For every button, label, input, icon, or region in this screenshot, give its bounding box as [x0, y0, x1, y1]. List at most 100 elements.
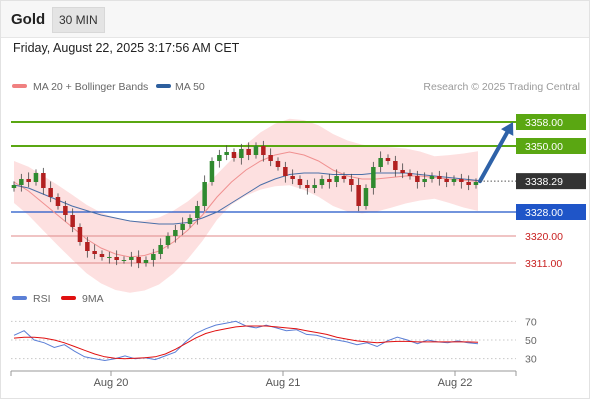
level-label-3358.00: 3358.00 [525, 117, 563, 129]
price-level-labels: 3358.00 3350.00 3328.00 3320.00 3311.00 3338.… [480, 114, 586, 270]
time-axis-label: Aug 22 [438, 377, 473, 389]
time-axis: Aug 20 Aug 21 Aug 22 [10, 370, 517, 389]
ma50-legend-label: MA 50 [175, 81, 205, 93]
chart-datetime: Friday, August 22, 2025 3:17:56 AM CET [13, 41, 240, 55]
candle-body [246, 149, 251, 155]
candle-body [114, 257, 119, 260]
candle-body [400, 170, 405, 173]
candle-body [393, 161, 398, 170]
candle-body [99, 254, 105, 257]
candle-body [187, 218, 193, 224]
level-label-3328.00: 3328.00 [525, 207, 563, 219]
level-tag-3328.00 [516, 204, 586, 220]
candle-body [26, 179, 31, 182]
candle-body [209, 161, 215, 182]
candle-body [70, 215, 75, 227]
rsi-tick-label: 30 [525, 354, 537, 366]
rsi-tick-label: 70 [525, 316, 537, 328]
candle-body [165, 236, 171, 245]
candle-body [459, 179, 464, 182]
candle-body [385, 158, 391, 161]
level-tag-3350.00 [516, 138, 586, 154]
candle-body [415, 176, 420, 182]
candle-body [451, 179, 457, 182]
rsi-legend-label: RSI [33, 293, 51, 305]
rsi-legend-swatch [12, 296, 27, 300]
candle-body [48, 188, 53, 197]
candle-body [33, 173, 39, 182]
candlesticks [11, 140, 479, 269]
candle-body [261, 146, 266, 155]
candle-body [63, 206, 68, 215]
candle-body [231, 152, 237, 158]
candle-body [173, 230, 178, 236]
level-label-3350.00: 3350.00 [525, 141, 563, 153]
candle-body [92, 251, 97, 254]
candle-body [356, 185, 361, 206]
candle-body [19, 179, 24, 185]
ma50-legend-swatch [156, 84, 171, 88]
candle-body [217, 155, 222, 161]
candle-body [253, 146, 259, 155]
candle-body [85, 242, 90, 251]
candle-body [437, 176, 442, 179]
candle-body [158, 245, 163, 254]
candle-body [429, 176, 435, 179]
rsi-panel: 70 50 30 [11, 316, 537, 366]
candle-body [349, 179, 354, 185]
candle-body [371, 167, 376, 188]
candle-body [319, 179, 325, 185]
level-tag-3358.00 [516, 114, 586, 130]
rsi-line [13, 320, 479, 362]
candle-body [121, 260, 127, 261]
candle-body [290, 176, 295, 179]
candle-body [422, 179, 427, 182]
symbol-title: Gold [11, 11, 46, 28]
candle-body [275, 161, 281, 167]
candle-body [363, 188, 369, 206]
candle-body [107, 257, 112, 258]
bollinger-band [14, 118, 478, 293]
candle-body [312, 185, 317, 188]
credit-text: Research © 2025 Trading Central [423, 81, 580, 93]
candle-body [268, 155, 273, 161]
ma20-legend-swatch [12, 84, 27, 88]
bollinger-band-area [14, 118, 478, 293]
ma20-line [13, 151, 479, 258]
candle-body [77, 227, 83, 242]
rsi-tick-label: 50 [525, 335, 537, 347]
candle-body [202, 182, 207, 206]
candle-body [195, 206, 200, 218]
candle-body [136, 257, 141, 263]
candle-body [143, 260, 149, 263]
candle-body [129, 257, 134, 260]
candle-body [180, 224, 185, 230]
level-label-3311.00: 3311.00 [525, 258, 562, 270]
projection-arrow [478, 122, 514, 184]
candle-body [41, 173, 46, 188]
candle-body [55, 197, 61, 206]
candle-body [11, 185, 17, 188]
candle-body [466, 182, 471, 185]
rsi-ma-legend-label: 9MA [82, 293, 104, 305]
time-axis-label: Aug 21 [266, 377, 301, 389]
candle-body [151, 254, 156, 260]
candle-body [378, 158, 383, 167]
candle-body [444, 179, 449, 182]
ma20-legend-label: MA 20 + Bollinger Bands [33, 81, 148, 93]
timeframe-button[interactable]: 30 MIN [52, 7, 105, 33]
candle-body [239, 149, 244, 158]
current-price-label: 3338.29 [525, 176, 563, 188]
time-axis-label: Aug 20 [94, 377, 129, 389]
projection-arrow-head [501, 122, 514, 136]
candle-body [473, 182, 479, 185]
candle-body [297, 179, 303, 185]
candle-body [407, 173, 413, 176]
candle-body [305, 185, 310, 188]
candle-body [283, 167, 288, 176]
candle-body [334, 176, 339, 182]
candle-body [224, 152, 229, 155]
chart-header-bar: Gold 30 MIN [0, 0, 590, 38]
candle-body [327, 179, 332, 182]
